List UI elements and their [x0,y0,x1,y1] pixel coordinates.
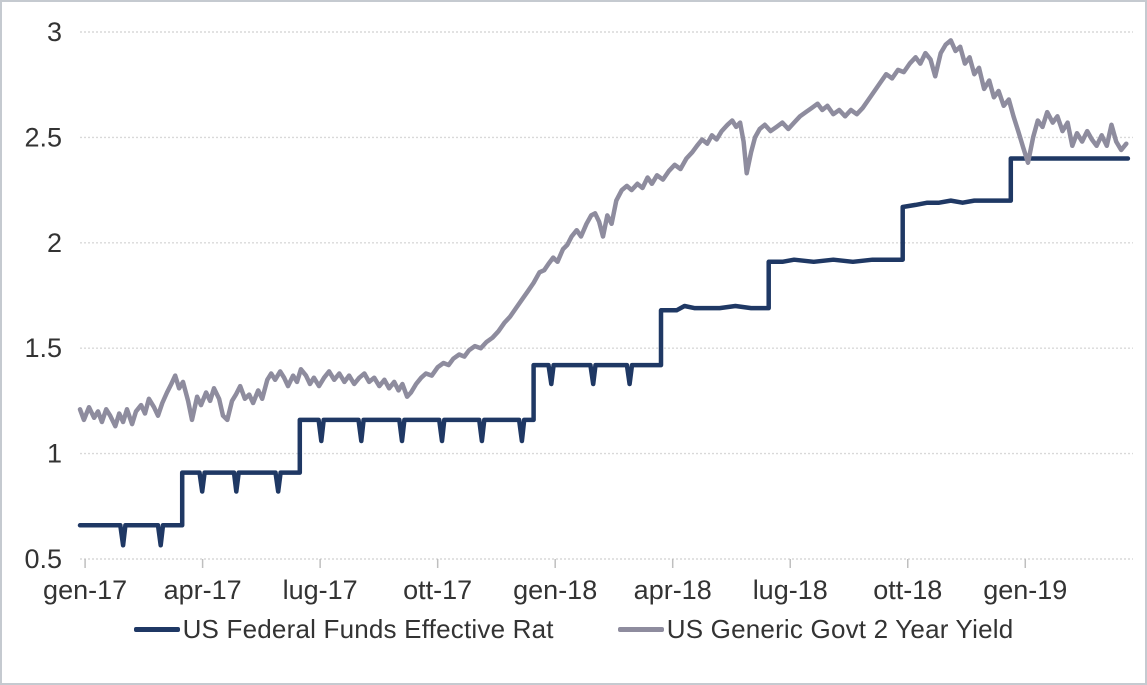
fed-funds-line-swatch-icon [133,627,180,632]
legend-label-2y-yield: US Generic Govt 2 Year Yield [666,614,1014,644]
x-axis-tick-label: gen-18 [513,575,597,605]
chart-legend: US Federal Funds Effective Rat US Generi… [2,614,1145,645]
y-axis-tick-label: 0.5 [24,544,62,574]
legend-label-fed-funds: US Federal Funds Effective Rat [182,614,554,644]
x-axis-tick-label: gen-19 [983,575,1067,605]
legend-item-fed-funds: US Federal Funds Effective Rat [133,614,554,645]
x-axis-tick-label: apr-18 [634,575,712,605]
y-axis-tick-label: 1 [47,439,62,469]
x-axis-tick-label: lug-18 [753,575,828,605]
y-axis-tick-label: 2 [47,228,62,258]
series-line [77,38,1129,429]
two-year-yield-line-swatch-icon [617,627,664,632]
y-axis-tick-label: 2.5 [24,122,62,152]
legend-item-2y-yield: US Generic Govt 2 Year Yield [617,614,1014,645]
y-axis-tick-label: 3 [47,17,62,47]
x-axis-tick-label: apr-17 [164,575,242,605]
line-chart: 0.5 1 1.5 2 2.5 3 gen-17 apr-17 lug-17 ott-17 gen-… [24,17,1133,605]
x-axis-tick-label: ott-17 [403,575,472,605]
x-axis-tick-label: ott-18 [873,575,942,605]
x-axis-tick-label: lug-17 [283,575,358,605]
series-line [77,156,1131,548]
x-axis-tick-label: gen-17 [43,575,127,605]
y-axis-tick-label: 1.5 [24,333,62,363]
